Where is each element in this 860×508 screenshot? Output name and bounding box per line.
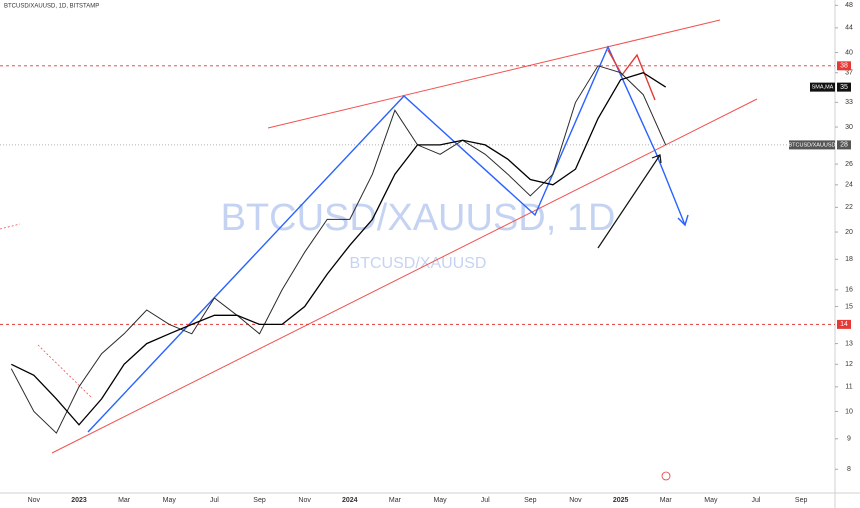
x-tick-label: Sep — [795, 497, 808, 504]
event-icon — [661, 471, 671, 481]
series-name-badge — [810, 82, 835, 92]
x-tick-label: May — [704, 497, 718, 504]
arrow — [597, 154, 661, 249]
red-zigzag — [607, 49, 656, 101]
price-line — [10, 65, 667, 434]
x-tick-label: Jul — [481, 497, 490, 504]
y-tick-label: 44 — [845, 25, 853, 32]
arrow-head — [677, 214, 689, 227]
trend-line — [0, 223, 21, 230]
x-tick-label: Jul — [210, 497, 219, 504]
x-tick-label: May — [163, 497, 177, 504]
x-tick-label: Sep — [524, 497, 537, 504]
y-tick-label: 48 — [845, 2, 853, 9]
series-name: BTCUSD/XAUUSD — [788, 142, 835, 148]
x-tick-label: Sep — [253, 497, 266, 504]
value-label: 28 — [840, 142, 848, 149]
channel-lower — [51, 98, 758, 454]
y-tick-label: 10 — [845, 408, 853, 415]
y-tick-label: 13 — [845, 340, 853, 347]
x-tick-label: Nov — [298, 497, 311, 504]
x-tick-label: Mar — [660, 497, 673, 504]
level-badge — [837, 61, 851, 71]
x-tick-label: 2025 — [613, 497, 629, 504]
watermark: BTCUSD/XAUUSD, 1D — [221, 197, 616, 239]
y-tick-label: 26 — [845, 161, 853, 168]
x-tick-label: 2024 — [342, 497, 358, 504]
y-tick-label: 16 — [845, 287, 853, 294]
x-tick-label: Mar — [118, 497, 131, 504]
zigzag-path — [87, 45, 686, 433]
level-label: 38 — [840, 63, 848, 70]
series-name: SMA,MA — [812, 85, 834, 91]
drawings — [0, 19, 758, 481]
y-tick-label: 22 — [845, 204, 853, 211]
x-tick-label: May — [433, 497, 447, 504]
y-tick-label: 15 — [845, 303, 853, 310]
y-tick-label: 30 — [845, 124, 853, 131]
trend-line — [37, 344, 93, 399]
x-tick-label: Mar — [389, 497, 402, 504]
x-tick-label: Jul — [752, 497, 761, 504]
x-tick-label: Nov — [569, 497, 582, 504]
x-tick-label: 2023 — [71, 497, 87, 504]
chart-title: BTCUSD/XAUUSD, 1D, BITSTAMP — [4, 4, 99, 10]
y-tick-label: 20 — [845, 229, 853, 236]
y-tick-label: 37 — [845, 70, 853, 77]
x-tick-label: Nov — [28, 497, 41, 504]
y-tick-label: 40 — [845, 49, 853, 56]
y-tick-label: 9 — [847, 436, 851, 443]
series-name-badge — [789, 140, 835, 150]
level-badge — [837, 319, 851, 329]
sma-line — [11, 71, 667, 426]
y-tick-label: 11 — [845, 384, 852, 391]
y-tick-label: 33 — [845, 99, 853, 106]
arrow-head — [651, 154, 662, 164]
value-badge — [837, 82, 851, 92]
watermark-symbol: BTCUSD/XAUUSD — [350, 255, 487, 272]
y-tick-label: 12 — [845, 361, 853, 368]
value-badge — [837, 140, 851, 150]
level-label: 14 — [840, 321, 848, 328]
channel-upper — [267, 19, 721, 129]
y-tick-label: 24 — [845, 182, 853, 189]
y-tick-label: 8 — [847, 466, 851, 473]
y-tick-label: 18 — [845, 256, 853, 263]
value-label: 35 — [840, 84, 848, 91]
